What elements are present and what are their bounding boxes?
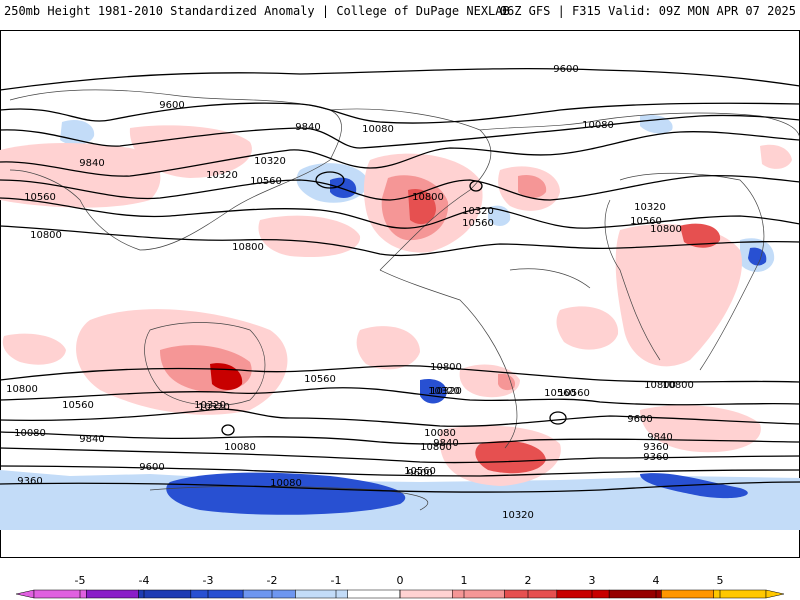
colorbar-tick-label: -1 xyxy=(331,574,342,587)
contour-label: 9840 xyxy=(79,158,104,169)
contour-label: 10320 xyxy=(428,386,460,397)
contour-label: 9360 xyxy=(643,452,668,463)
contour-label: 10560 xyxy=(404,466,436,477)
contour-label: 9600 xyxy=(139,462,164,473)
contour-label: 10560 xyxy=(24,192,56,203)
map-title: 250mb Height 1981-2010 Standardized Anom… xyxy=(4,4,510,18)
contour-label: 10320 xyxy=(206,170,238,181)
colorbar-tick-label: 4 xyxy=(653,574,660,587)
colorbar-tick-label: 3 xyxy=(589,574,596,587)
contour-label: 10560 xyxy=(62,400,94,411)
colorbar-swatch xyxy=(713,589,767,599)
colorbar-swatch xyxy=(190,589,244,599)
contour-label: 10320 xyxy=(254,156,286,167)
colorbar-swatch xyxy=(556,589,610,599)
contour-label: 10320 xyxy=(430,386,462,397)
contour-label: 10800 xyxy=(644,380,676,391)
colorbar-left-arrow xyxy=(15,589,35,599)
contour-label: 10800 xyxy=(430,362,462,373)
contour-label: 9360 xyxy=(643,442,668,453)
contour-label: 10800 xyxy=(420,442,452,453)
contour-label: 10320 xyxy=(634,202,666,213)
contour-label: 10800 xyxy=(650,224,682,235)
contour-label: 10560 xyxy=(630,216,662,227)
colorbar-swatch xyxy=(504,589,558,599)
contour-label: 10080 xyxy=(582,120,614,131)
contour-label: 10800 xyxy=(232,242,264,253)
contour-label: 10800 xyxy=(30,230,62,241)
contour-label: 10080 xyxy=(362,124,394,135)
colorbar-swatch xyxy=(242,589,296,599)
colorbar-tick-label: 0 xyxy=(397,574,404,587)
contour-label: 9600 xyxy=(159,100,184,111)
contour-label: 9600 xyxy=(553,64,578,75)
colorbar-swatch xyxy=(452,589,505,599)
contour-label: 10560 xyxy=(544,388,576,399)
coastlines xyxy=(9,89,800,511)
contour-label: 10080 xyxy=(270,478,302,489)
colorbar-swatches xyxy=(15,589,785,599)
colorbar-swatch xyxy=(399,589,453,599)
anomaly-colorbar: -5 -4 -3 -2 -1 0 1 2 3 4 5 xyxy=(15,574,785,599)
contour-label: 10800 xyxy=(6,384,38,395)
colorbar-tick-label: -4 xyxy=(139,574,150,587)
contour-label: 9360 xyxy=(17,476,42,487)
contour-label: 9600 xyxy=(407,468,432,479)
colorbar-right-arrow xyxy=(765,589,785,599)
contour-label: 10560 xyxy=(304,374,336,385)
contour-label: 10560 xyxy=(558,388,590,399)
colorbar-tick-label: -5 xyxy=(75,574,86,587)
contour-label: 9840 xyxy=(433,438,458,449)
contour-label: 10080 xyxy=(224,442,256,453)
contour-label: 9840 xyxy=(295,122,320,133)
colorbar-swatch xyxy=(138,589,192,599)
colorbar-tick-label: -3 xyxy=(203,574,214,587)
contour-label: 10800 xyxy=(662,380,694,391)
colorbar-swatch xyxy=(661,589,714,599)
contour-label: 10080 xyxy=(424,428,456,439)
colorbar-tick-labels: -5 -4 -3 -2 -1 0 1 2 3 4 5 xyxy=(75,574,724,598)
colorbar-tick-label: -2 xyxy=(267,574,278,587)
colorbar-swatch xyxy=(347,589,401,599)
contour-label: 9840 xyxy=(79,434,104,445)
contour-label: 10560 xyxy=(462,218,494,229)
contour-label: 10320 xyxy=(502,510,534,521)
contour-label: 10800 xyxy=(412,192,444,203)
contour-label: 10320 xyxy=(462,206,494,217)
colorbar-tick-label: 5 xyxy=(717,574,724,587)
height-contours xyxy=(0,68,800,493)
contour-label: 10080 xyxy=(14,428,46,439)
contour-label: 10560 xyxy=(250,176,282,187)
model-run-info: 06Z GFS | F315 Valid: 09Z MON APR 07 202… xyxy=(499,4,796,18)
contour-label: 10320 xyxy=(194,400,226,411)
colorbar-swatch xyxy=(608,589,662,599)
colorbar-tick-label: 1 xyxy=(461,574,468,587)
contour-label: 9600 xyxy=(627,414,652,425)
colorbar-swatch xyxy=(33,589,87,599)
colorbar-swatch xyxy=(295,589,348,599)
colorbar-swatch xyxy=(86,589,139,599)
contour-label: 9840 xyxy=(647,432,672,443)
contour-label: 10320 xyxy=(198,402,230,413)
colorbar-tick-label: 2 xyxy=(525,574,532,587)
